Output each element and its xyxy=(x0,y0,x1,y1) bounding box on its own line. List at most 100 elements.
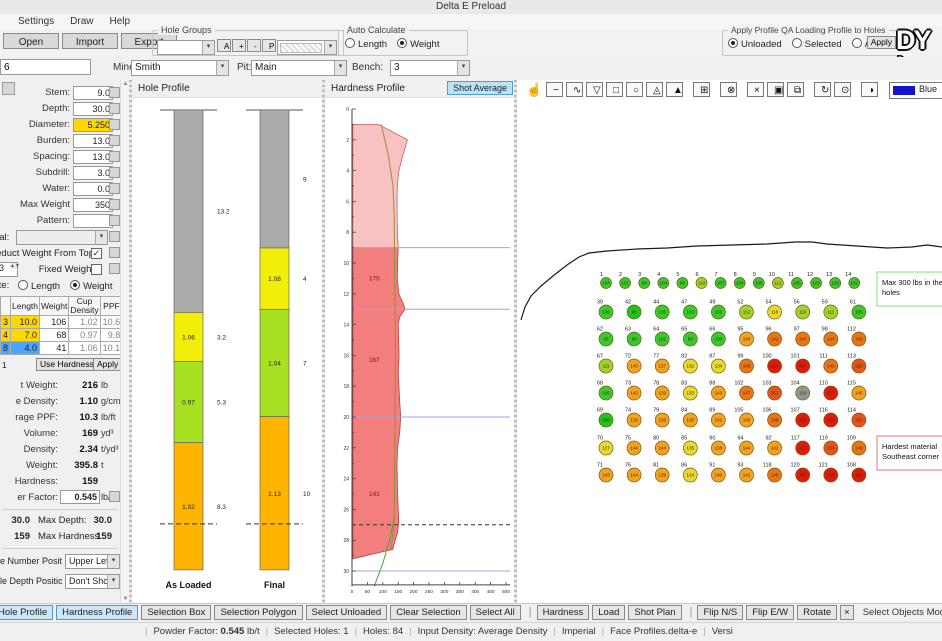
flip-n-s-button[interactable]: Flip N/S xyxy=(697,605,744,620)
blast-hole[interactable]: 11 105 xyxy=(788,272,803,289)
blast-hole[interactable]: 115 145 xyxy=(847,381,867,401)
blast-hole[interactable]: 98 144 xyxy=(822,327,839,347)
subdrill-input[interactable]: 3.0 xyxy=(73,166,113,180)
blast-hole[interactable]: 101 157 xyxy=(791,354,811,374)
crest-boundary-line[interactable] xyxy=(520,241,942,321)
blast-hole[interactable]: 112 140 xyxy=(847,327,867,347)
blast-hole[interactable]: 10 112 xyxy=(769,272,784,289)
map-annotation-box[interactable] xyxy=(876,435,942,471)
blast-hole[interactable]: 109 149 xyxy=(847,436,867,456)
selection-box-button[interactable]: Selection Box xyxy=(141,605,212,620)
line-tool-icon[interactable]: − xyxy=(546,82,563,97)
blast-hole[interactable]: 39 105 xyxy=(597,300,614,320)
chevron-down-icon[interactable]: ▾ xyxy=(334,61,346,75)
spinner-arrows-icon[interactable]: ▲▼ xyxy=(10,263,20,269)
grid-tool-icon[interactable]: ⊞ xyxy=(693,82,710,97)
select-all-button[interactable]: Select All xyxy=(469,605,521,620)
pit-dropdown[interactable]: Main ▾ xyxy=(251,60,347,76)
delete-circle-icon[interactable]: ⊗ xyxy=(720,82,737,97)
blast-hole[interactable]: 104 159 xyxy=(791,381,811,401)
apply-decks-button[interactable]: Apply xyxy=(93,358,120,371)
hole-group-+-button[interactable]: + xyxy=(232,39,246,52)
use-hardness-button[interactable]: Use Hardness xyxy=(36,358,98,371)
deck-weight-cell[interactable]: 41 xyxy=(39,341,70,355)
deck-weight-cell[interactable]: 106 xyxy=(39,315,70,329)
blast-hole[interactable]: 97 147 xyxy=(794,327,811,347)
scroll-down-icon[interactable]: ▼ xyxy=(122,596,129,602)
panel-splitter[interactable] xyxy=(322,80,325,603)
left-panel-scrollbar[interactable]: ▲ ▼ xyxy=(120,80,130,603)
deck-table-row[interactable]: 4 7.0 68 0.97 9.8 xyxy=(0,328,120,342)
field-option-button[interactable] xyxy=(109,183,120,194)
load-button[interactable]: Load xyxy=(592,605,626,620)
blast-hole[interactable]: 107 156 xyxy=(791,408,811,428)
circle-dot-icon[interactable]: ⊙ xyxy=(834,82,851,97)
blast-hole[interactable]: 59 111 xyxy=(822,300,839,320)
water-input[interactable]: 0.0 xyxy=(73,182,113,196)
clear-selection-button[interactable]: Clear Selection xyxy=(390,605,467,620)
blast-hole[interactable]: 13 105 xyxy=(826,272,842,289)
rectangle-tool-icon[interactable]: □ xyxy=(606,82,623,97)
material-dropdown[interactable]: ▾ xyxy=(16,230,108,245)
blast-hole[interactable]: 74 139 xyxy=(625,408,642,428)
hole-profile-button[interactable]: Hole Profile xyxy=(0,605,54,620)
chevron-down-icon[interactable]: ▾ xyxy=(216,61,228,75)
polyline-tool-icon[interactable]: ∿ xyxy=(566,82,583,97)
deck-length-cell[interactable]: 10.0 xyxy=(10,315,41,329)
pan-hand-icon[interactable]: ☝ xyxy=(520,82,542,97)
chevron-down-icon[interactable]: ▾ xyxy=(457,61,469,75)
selection-polygon-button[interactable]: Selection Polygon xyxy=(214,605,303,620)
blast-hole[interactable]: 61 105 xyxy=(850,300,867,320)
deduct-checkbox[interactable]: ✓ xyxy=(91,248,102,259)
rotate-icon[interactable]: ↻ xyxy=(814,82,831,97)
blast-hole[interactable]: 12 103 xyxy=(807,272,822,289)
chevron-down-icon[interactable]: ▾ xyxy=(95,231,107,244)
deck-weight-cell[interactable]: 68 xyxy=(39,328,70,342)
hardness-profile-button[interactable]: Hardness Profile xyxy=(56,605,139,620)
blast-hole[interactable]: 599 xyxy=(676,272,689,289)
filled-square-icon[interactable]: ▣ xyxy=(767,82,784,97)
menu-settings[interactable]: Settings xyxy=(18,16,55,27)
deck-count-spinner[interactable]: 3 ▲▼ xyxy=(0,262,20,277)
field-option-button[interactable] xyxy=(109,87,120,98)
field-option-button[interactable] xyxy=(109,231,120,242)
shot-plan-button[interactable]: Shot Plan xyxy=(628,605,682,620)
field-option-button[interactable] xyxy=(109,119,120,130)
scroll-up-icon[interactable]: ▲ xyxy=(122,81,129,87)
menu-help[interactable]: Help xyxy=(109,16,131,27)
hole-group-A-button[interactable]: A xyxy=(217,39,231,52)
blast-hole[interactable]: 69 106 xyxy=(597,408,614,428)
blast-hole[interactable]: 121 156 xyxy=(819,463,839,483)
applyto-unloaded-radio[interactable]: Unloaded xyxy=(728,38,782,50)
chevron-down-icon[interactable]: ▾ xyxy=(324,41,336,54)
blast-hole[interactable]: 108 158 xyxy=(847,463,867,483)
shot-name-input[interactable] xyxy=(0,59,91,75)
fixed-weight-checkbox[interactable] xyxy=(91,264,102,275)
field-option-button[interactable] xyxy=(109,491,120,502)
deck-segment[interactable] xyxy=(173,361,204,443)
blast-hole[interactable]: 64 102 xyxy=(653,327,670,347)
hole-map[interactable]: 1104210139841045996110710781049105101121… xyxy=(517,100,942,603)
rotate-button[interactable]: Rotate xyxy=(797,605,838,620)
close-x-icon[interactable]: × xyxy=(747,82,764,97)
deck-table-row[interactable]: 8 4.0 41 1.06 10.1 xyxy=(0,341,120,355)
